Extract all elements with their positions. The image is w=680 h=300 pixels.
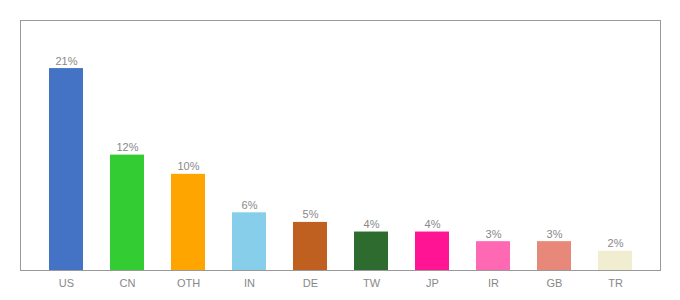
svg-text:12%: 12% xyxy=(116,141,138,153)
svg-text:21%: 21% xyxy=(55,55,77,67)
svg-text:US: US xyxy=(59,277,74,289)
svg-text:JP: JP xyxy=(426,277,439,289)
svg-text:GB: GB xyxy=(547,277,563,289)
svg-text:IN: IN xyxy=(244,277,255,289)
svg-text:OTH: OTH xyxy=(177,277,200,289)
svg-text:TW: TW xyxy=(363,277,381,289)
svg-text:TR: TR xyxy=(608,277,623,289)
svg-text:4%: 4% xyxy=(364,218,380,230)
svg-text:5%: 5% xyxy=(303,208,319,220)
svg-text:3%: 3% xyxy=(486,228,502,240)
svg-text:10%: 10% xyxy=(177,160,199,172)
svg-text:2%: 2% xyxy=(608,237,624,249)
svg-text:4%: 4% xyxy=(425,218,441,230)
svg-text:IR: IR xyxy=(488,277,499,289)
svg-text:3%: 3% xyxy=(547,228,563,240)
svg-text:CN: CN xyxy=(120,277,136,289)
svg-text:6%: 6% xyxy=(242,199,258,211)
svg-text:DE: DE xyxy=(303,277,318,289)
